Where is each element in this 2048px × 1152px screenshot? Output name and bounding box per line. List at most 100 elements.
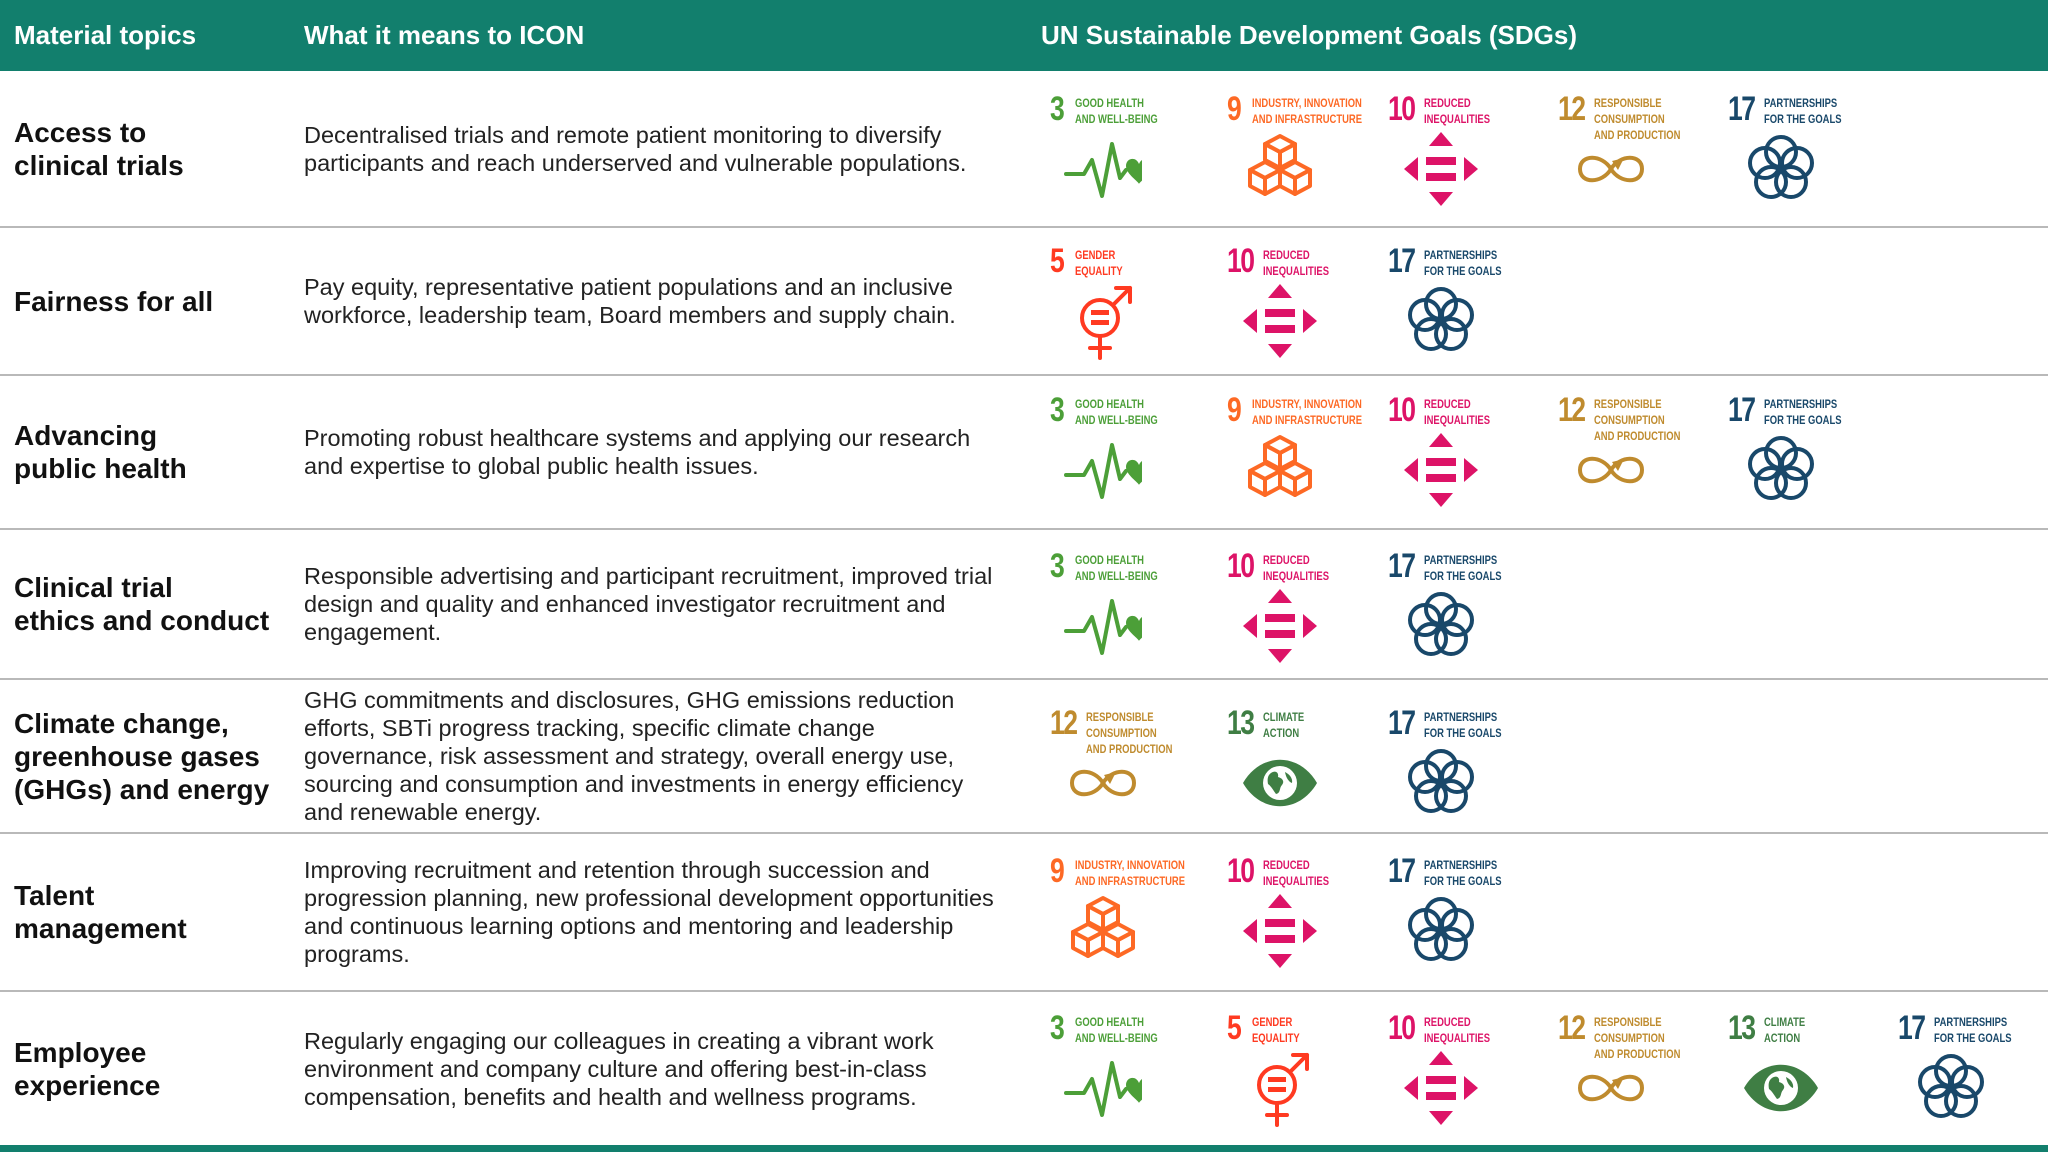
gender-equality-icon — [1080, 286, 1132, 360]
material-topic: Advancing public health — [14, 420, 187, 484]
sdg-10-goal: 10 Reduced inequalities — [1227, 238, 1377, 366]
sdg-number: 3 — [1050, 90, 1065, 128]
sdg-label: Responsible consumption and production — [1086, 712, 1173, 756]
sdg-number: 10 — [1388, 90, 1416, 128]
sdg-label: Reduced inequalities — [1263, 250, 1330, 278]
sdg-number: 17 — [1388, 547, 1416, 585]
sdg-label: Climate action — [1764, 1017, 1806, 1045]
arrows-equal-icon — [1243, 589, 1317, 663]
heartbeat-icon — [1064, 1061, 1142, 1117]
sdg-number: 12 — [1050, 704, 1078, 742]
sdg-17-goal: 17 Partnerships for the goals — [1728, 86, 1878, 214]
sdg-17-goal: 17 Partnerships for the goals — [1728, 387, 1878, 515]
infinity-icon — [1578, 155, 1644, 183]
sdg-label: Industry, innovation and infrastructure — [1252, 399, 1363, 427]
material-topic: Clinical trial ethics and conduct — [14, 572, 270, 636]
eye-globe-icon — [1243, 759, 1317, 807]
heartbeat-icon — [1064, 443, 1142, 499]
sdg-label: Reduced inequalities — [1424, 1017, 1491, 1045]
sdg-label: Partnerships for the goals — [1764, 399, 1842, 427]
sdg-label: Good health and well-being — [1075, 98, 1158, 126]
sdg-9-goal: 9 Industry, innovation and infrastructure — [1050, 848, 1200, 976]
arrows-equal-icon — [1243, 284, 1317, 358]
rings-icon — [1408, 592, 1474, 656]
rings-icon — [1408, 749, 1474, 813]
sdg-label: Good health and well-being — [1075, 555, 1158, 583]
rings-icon — [1748, 135, 1814, 199]
sdg-list: 3 Good health and well-being 9 Industry, in… — [0, 376, 2048, 528]
heartbeat-icon — [1064, 142, 1142, 198]
sdg-number: 17 — [1728, 391, 1756, 429]
sdg-label: Partnerships for the goals — [1424, 712, 1502, 740]
sdg-3-goal: 3 Good health and well-being — [1050, 387, 1200, 515]
table-row: Fairness for all Pay equity, representati… — [0, 228, 2048, 376]
sdg-5-goal: 5 Gender equality — [1050, 238, 1200, 366]
sdg-9-goal: 9 Industry, innovation and infrastructure — [1227, 387, 1377, 515]
sdg-12-goal: 12 Responsible consumption and production — [1558, 387, 1708, 515]
topic-description: Regularly engaging our colleagues in cre… — [304, 1027, 934, 1110]
rings-icon — [1748, 436, 1814, 500]
rings-icon — [1408, 287, 1474, 351]
infinity-icon — [1070, 769, 1136, 797]
arrows-equal-icon — [1404, 1051, 1478, 1125]
table-row: Access to clinical trials Decentralised t… — [0, 71, 2048, 228]
topic-description: Improving recruitment and retention thro… — [304, 857, 994, 967]
sdg-17-goal: 17 Partnerships for the goals — [1388, 238, 1538, 366]
header-material-topics: Material topics — [14, 20, 197, 50]
sdg-12-goal: 12 Responsible consumption and production — [1050, 700, 1200, 828]
rings-icon — [1408, 897, 1474, 961]
sdg-number: 10 — [1388, 391, 1416, 429]
sdg-12-goal: 12 Responsible consumption and production — [1558, 1005, 1708, 1133]
sdg-number: 13 — [1728, 1009, 1756, 1047]
arrows-equal-icon — [1404, 433, 1478, 507]
sdg-number: 9 — [1227, 90, 1242, 128]
sdg-label: Climate action — [1263, 712, 1305, 740]
sdg-13-goal: 13 Climate action — [1227, 700, 1377, 828]
eye-globe-icon — [1744, 1064, 1818, 1112]
sdg-label: Partnerships for the goals — [1934, 1017, 2012, 1045]
sdg-label: Industry, innovation and infrastructure — [1075, 860, 1186, 888]
cubes-icon — [1248, 435, 1312, 497]
sdg-list: 3 Good health and well-being 10 Reduced ine… — [0, 530, 2048, 678]
sdg-number: 17 — [1388, 242, 1416, 280]
sdg-number: 10 — [1227, 852, 1255, 890]
heartbeat-icon — [1064, 599, 1142, 655]
footer-bar — [0, 1145, 2048, 1152]
topic-description: Responsible advertising and participant … — [304, 563, 993, 645]
header-sdgs: UN Sustainable Development Goals (SDGs) — [1041, 20, 1578, 50]
sdg-17-goal: 17 Partnerships for the goals — [1898, 1005, 2048, 1133]
sdg-label: Partnerships for the goals — [1424, 250, 1502, 278]
material-topic: Climate change, greenhouse gases (GHGs) … — [14, 707, 270, 805]
sdg-3-goal: 3 Good health and well-being — [1050, 1005, 1200, 1133]
sdg-9-goal: 9 Industry, innovation and infrastructure — [1227, 86, 1377, 214]
sdg-label: Reduced inequalities — [1263, 555, 1330, 583]
sdg-number: 12 — [1558, 391, 1586, 429]
material-topic: Employee experience — [14, 1036, 161, 1101]
sdg-label: Responsible consumption and production — [1594, 399, 1681, 443]
sdg-number: 3 — [1050, 391, 1065, 429]
table-header: Material topics What it means to ICON UN… — [0, 0, 2048, 71]
sdg-5-goal: 5 Gender equality — [1227, 1005, 1377, 1133]
sdg-label: Partnerships for the goals — [1424, 555, 1502, 583]
arrows-equal-icon — [1243, 894, 1317, 968]
sdg-label: Good health and well-being — [1075, 1017, 1158, 1045]
sdg-list: 3 Good health and well-being 9 Industry, in… — [0, 71, 2048, 226]
sdg-label: Responsible consumption and production — [1594, 1017, 1681, 1061]
table-row: Clinical trial ethics and conduct Respons… — [0, 530, 2048, 680]
cubes-icon — [1071, 896, 1135, 958]
sdg-number: 5 — [1227, 1009, 1242, 1047]
sdg-label: Partnerships for the goals — [1424, 860, 1502, 888]
sdg-label: Responsible consumption and production — [1594, 98, 1681, 142]
sdg-number: 13 — [1227, 704, 1255, 742]
topic-description: Promoting robust healthcare systems and … — [304, 425, 971, 479]
table-row: Climate change, greenhouse gases (GHGs) … — [0, 680, 2048, 834]
sdg-3-goal: 3 Good health and well-being — [1050, 86, 1200, 214]
sdg-number: 12 — [1558, 1009, 1586, 1047]
sdg-number: 3 — [1050, 547, 1065, 585]
sdg-10-goal: 10 Reduced inequalities — [1227, 543, 1377, 671]
sdg-17-goal: 17 Partnerships for the goals — [1388, 848, 1538, 976]
sdg-number: 10 — [1388, 1009, 1416, 1047]
sdg-17-goal: 17 Partnerships for the goals — [1388, 543, 1538, 671]
sdg-number: 5 — [1050, 242, 1065, 280]
sdg-10-goal: 10 Reduced inequalities — [1388, 1005, 1538, 1133]
